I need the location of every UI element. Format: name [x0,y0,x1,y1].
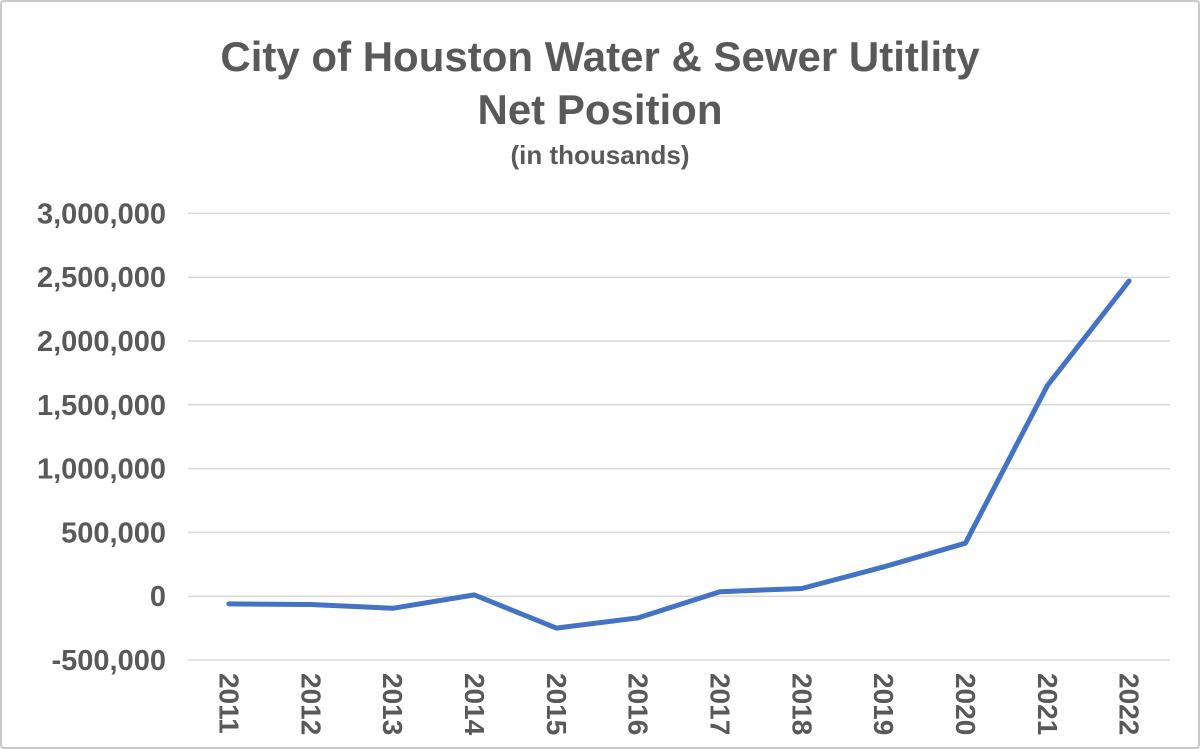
net-position-line [226,278,1132,631]
y-axis-tick-label: 2,500,000 [37,262,166,294]
x-axis-tick-label: 2018 [786,673,817,735]
x-axis-tick-label: 2019 [868,673,899,735]
y-axis-tick-label: 1,500,000 [37,390,166,422]
y-axis-tick-label: -500,000 [52,645,167,677]
x-axis-tick-label: 2012 [295,673,326,735]
x-axis-tick-label: 2017 [704,673,735,735]
y-axis-tick-label: 500,000 [61,517,166,549]
chart-title-line2: Net Position [477,86,723,133]
x-axis-tick-label: 2022 [1114,673,1145,735]
chart-title-block: City of Houston Water & Sewer Utitlity N… [2,30,1198,172]
chart-title-line1: City of Houston Water & Sewer Utitlity [220,33,980,80]
y-axis-tick-label: 3,000,000 [37,198,166,230]
y-gridlines [188,212,1170,661]
y-axis-tick-label: 1,000,000 [37,454,166,486]
x-axis-tick-label: 2014 [459,673,490,736]
x-axis-tick-label: 2013 [377,673,408,735]
x-axis-tick-label: 2020 [950,673,981,735]
x-axis-tick-label: 2021 [1032,673,1063,735]
x-axis-labels: 2011 2012 2013 2014 2015 2016 2017 2018 2019 2020… [213,673,1144,736]
y-axis-tick-label: 0 [150,581,166,613]
y-axis-labels: 3,000,000 2,500,000 2,000,000 1,500,000 1,00… [37,198,166,677]
chart-subtitle: (in thousands) [510,140,690,170]
x-axis-tick-label: 2016 [623,673,654,735]
x-axis-tick-label: 2011 [213,673,244,734]
x-axis-tick-label: 2015 [541,673,572,735]
y-axis-tick-label: 2,000,000 [37,326,166,358]
